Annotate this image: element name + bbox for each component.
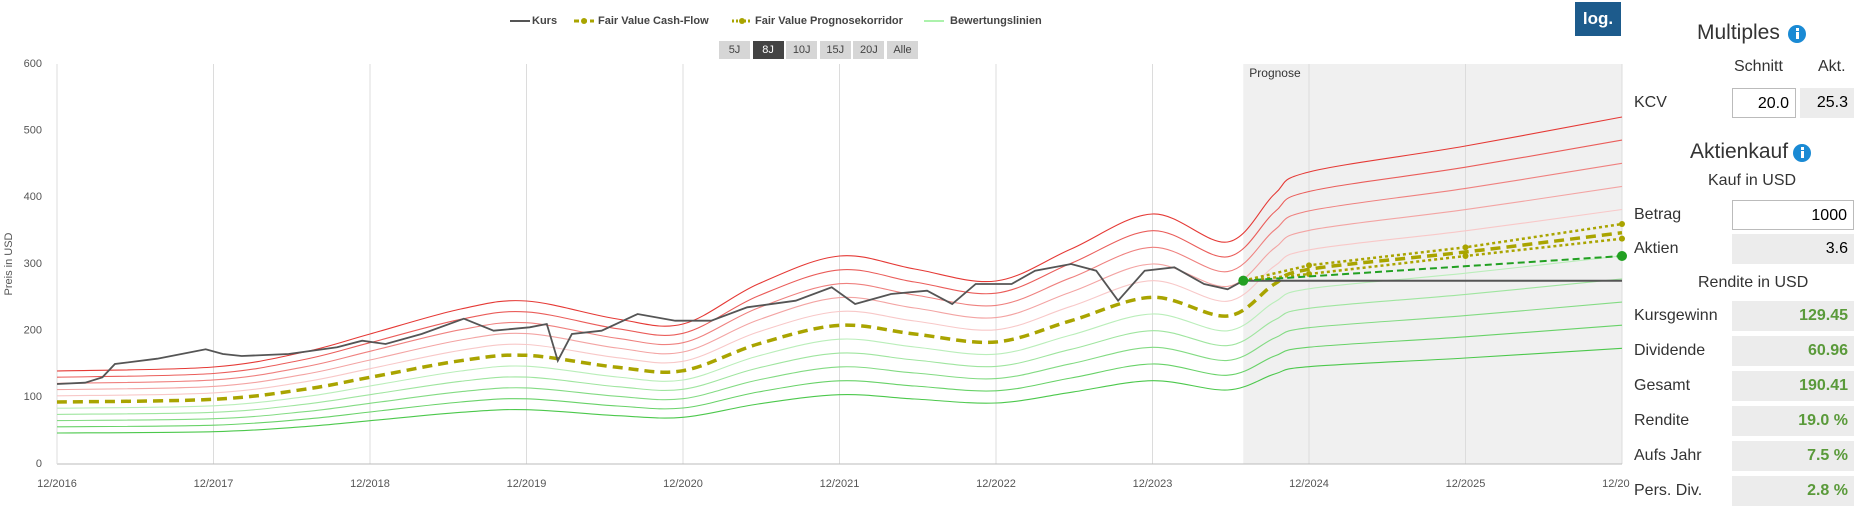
- valuation-line: [56, 278, 1623, 415]
- x-tick-label: 12/2024: [1289, 478, 1329, 490]
- multiples-title: Multiples: [1697, 21, 1780, 44]
- kcv-label: KCV: [1634, 94, 1667, 111]
- x-tick-label: 12/2018: [350, 478, 390, 490]
- purchase-title: Aktienkauf: [1690, 140, 1789, 163]
- legend-label: Fair Value Cash-Flow: [598, 15, 709, 27]
- return-value: 7.5 %: [1732, 441, 1854, 471]
- y-tick-label: 600: [24, 58, 42, 70]
- return-label: Pers. Div.: [1634, 482, 1703, 499]
- y-tick-label: 0: [36, 458, 42, 470]
- fair-value-line: [56, 230, 1623, 404]
- forecast-region: [1243, 64, 1622, 464]
- return-label: Aufs Jahr: [1634, 447, 1702, 464]
- range-button[interactable]: 8J: [752, 41, 784, 59]
- kcv-schnitt[interactable]: 20.0: [1732, 88, 1796, 118]
- projection-point: [1238, 275, 1249, 286]
- valuation-line: [56, 185, 1623, 391]
- corridor-point: [1619, 221, 1625, 227]
- legend-label: Kurs: [532, 15, 557, 27]
- legend-label: Bewertungslinien: [950, 15, 1042, 27]
- y-tick-label: 300: [24, 258, 42, 270]
- valuation-line: [56, 347, 1623, 434]
- projection-line: [1243, 255, 1623, 282]
- corridor-point: [1462, 253, 1469, 259]
- legend-item[interactable]: Kurs: [510, 15, 557, 27]
- x-tick-label: 12/2021: [820, 478, 860, 490]
- header-akt: Akt.: [1818, 58, 1846, 75]
- corridor-point: [1462, 244, 1469, 251]
- return-value: 129.45: [1732, 301, 1854, 331]
- y-axis-label: Preis in USD: [3, 232, 15, 295]
- return-value: 2.8 %: [1732, 476, 1854, 506]
- y-tick-label: 100: [24, 391, 42, 403]
- corridor-line: [1243, 237, 1623, 282]
- info-icon[interactable]: [1788, 25, 1806, 43]
- valuation-line: [56, 139, 1623, 378]
- x-tick-label: 12/2019: [507, 478, 547, 490]
- x-tick-label: 12/2020: [663, 478, 703, 490]
- legend-item[interactable]: Fair Value Prognosekorridor: [732, 15, 904, 27]
- log-button[interactable]: log.: [1575, 2, 1621, 36]
- return-value: 60.96: [1732, 336, 1854, 366]
- return-label: Kursgewinn: [1634, 307, 1718, 324]
- corridor-line: [1243, 222, 1623, 282]
- range-button[interactable]: 15J: [819, 41, 851, 59]
- purchase-label: Betrag: [1634, 206, 1682, 223]
- return-value: 190.41: [1732, 371, 1854, 401]
- purchase-subtitle: Kauf in USD: [1708, 172, 1797, 189]
- legend-item[interactable]: Fair Value Cash-Flow: [574, 15, 709, 27]
- x-tick-label: 12/2017: [194, 478, 234, 490]
- legend-label: Fair Value Prognosekorridor: [755, 15, 904, 27]
- header-schnitt: Schnitt: [1734, 58, 1783, 75]
- price-line: [56, 263, 1244, 385]
- returns-title: Rendite in USD: [1698, 274, 1809, 291]
- x-tick-label: 12/2016: [37, 478, 77, 490]
- corridor-point: [1306, 262, 1312, 269]
- return-label: Dividende: [1634, 342, 1706, 359]
- x-tick-label: 12/2026: [1602, 478, 1630, 490]
- range-button[interactable]: 5J: [719, 41, 750, 59]
- y-tick-label: 400: [24, 191, 42, 203]
- return-value: 19.0 %: [1732, 406, 1854, 436]
- return-label: Rendite: [1634, 412, 1690, 429]
- purchase-value: 3.6: [1732, 234, 1854, 264]
- range-button[interactable]: 10J: [786, 41, 818, 59]
- x-tick-label: 12/2022: [976, 478, 1016, 490]
- chart: Prognose 12/2016 12/2017 12/2018 12/2019 12/2…: [3, 15, 1630, 490]
- purchase-label: Aktien: [1634, 240, 1679, 257]
- return-label: Gesamt: [1634, 377, 1691, 394]
- legend-marker: [581, 18, 587, 24]
- valuation-line: [56, 162, 1623, 384]
- valuation-line: [56, 208, 1623, 397]
- y-tick-label: 200: [24, 325, 42, 337]
- corridor-point: [1619, 235, 1625, 242]
- x-tick-label: 12/2023: [1133, 478, 1173, 490]
- valuation-line: [56, 255, 1623, 409]
- valuation-line: [56, 116, 1623, 372]
- legend-item[interactable]: Bewertungslinien: [924, 15, 1042, 27]
- x-tick-label: 12/2025: [1446, 478, 1486, 490]
- info-icon[interactable]: [1793, 144, 1811, 162]
- legend-marker: [739, 18, 745, 24]
- purchase-value[interactable]: 1000: [1732, 200, 1854, 230]
- range-button[interactable]: 20J: [853, 41, 885, 59]
- forecast-label: Prognose: [1249, 66, 1301, 80]
- range-button[interactable]: Alle: [887, 41, 918, 59]
- valuation-line: [56, 301, 1623, 422]
- kcv-akt: 25.3: [1800, 88, 1854, 118]
- projection-point: [1617, 251, 1627, 261]
- y-tick-label: 500: [24, 125, 42, 137]
- valuation-line: [56, 324, 1623, 428]
